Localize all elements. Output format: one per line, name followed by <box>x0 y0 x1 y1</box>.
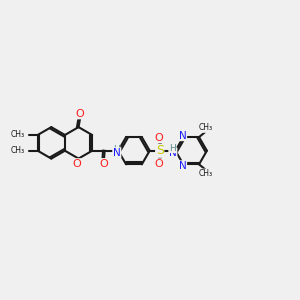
Text: CH₃: CH₃ <box>11 146 25 155</box>
Text: O: O <box>155 159 164 169</box>
Text: N: N <box>179 131 187 141</box>
Text: N: N <box>169 148 177 158</box>
Text: O: O <box>99 159 108 169</box>
Text: N: N <box>113 148 121 158</box>
Text: O: O <box>73 159 82 169</box>
Text: S: S <box>156 144 164 157</box>
Text: H: H <box>113 145 120 154</box>
Text: H: H <box>169 144 176 153</box>
Text: O: O <box>155 133 164 142</box>
Text: CH₃: CH₃ <box>11 130 25 140</box>
Text: N: N <box>179 161 187 171</box>
Text: O: O <box>76 109 84 119</box>
Text: CH₃: CH₃ <box>198 169 212 178</box>
Text: CH₃: CH₃ <box>198 123 212 132</box>
